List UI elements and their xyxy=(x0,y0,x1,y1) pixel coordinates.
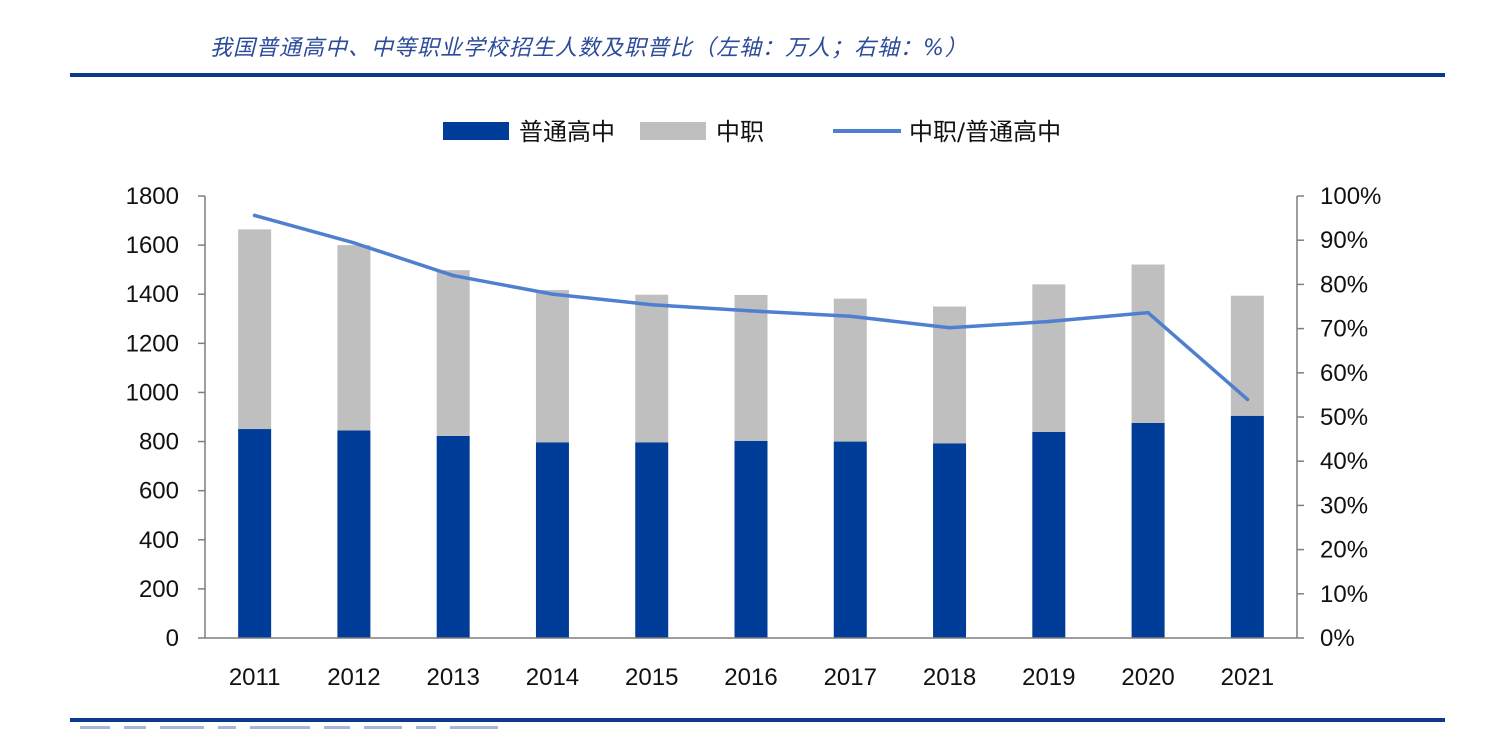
right-tick-label: 60% xyxy=(1320,360,1368,387)
x-tick-label: 2019 xyxy=(1022,664,1075,691)
bar-putong-gaozhong xyxy=(933,443,967,638)
bar-zhongzhi xyxy=(337,245,371,431)
bar-zhongzhi xyxy=(635,294,669,443)
x-tick-label: 2015 xyxy=(625,664,678,691)
bar-zhongzhi xyxy=(734,294,768,441)
x-tick-label: 2011 xyxy=(229,664,281,691)
x-tick-label: 2012 xyxy=(327,664,380,691)
left-tick-label: 400 xyxy=(139,527,179,554)
x-tick-label: 2014 xyxy=(526,664,579,691)
ratio-point xyxy=(848,314,853,319)
right-tick-label: 0% xyxy=(1320,625,1355,652)
bar-putong-gaozhong xyxy=(1131,422,1165,638)
legend-putong-gaozhong-swatch xyxy=(443,122,509,140)
ratio-line xyxy=(252,213,1250,402)
bar-putong-gaozhong xyxy=(1230,415,1264,638)
left-tick-label: 1600 xyxy=(126,232,179,259)
ratio-point xyxy=(352,241,356,245)
left-tick-label: 600 xyxy=(139,478,179,505)
bar-putong-gaozhong xyxy=(1032,431,1066,638)
bar-zhongzhi xyxy=(833,298,867,442)
bar-putong-gaozhong xyxy=(238,429,272,638)
left-tick-label: 1800 xyxy=(126,183,179,210)
ratio-point xyxy=(1047,319,1051,324)
ratio-point xyxy=(451,273,455,278)
right-tick-label: 70% xyxy=(1320,316,1368,343)
left-tick-label: 800 xyxy=(139,429,179,456)
ratio-point xyxy=(252,213,257,218)
right-tick-label: 10% xyxy=(1320,581,1368,608)
bars xyxy=(238,229,1264,638)
bar-putong-gaozhong xyxy=(734,440,768,638)
left-tick-label: 1000 xyxy=(126,379,179,406)
right-tick-label: 100% xyxy=(1320,183,1381,210)
ratio-point xyxy=(649,302,654,307)
ratio-point xyxy=(1146,310,1150,315)
cropped-footnote xyxy=(80,726,540,734)
right-tick-label: 20% xyxy=(1320,537,1368,564)
x-tick-label: 2016 xyxy=(724,664,777,691)
right-tick-label: 80% xyxy=(1320,271,1368,298)
x-axis: 2011 2012 2013 2014 2015 2016 2017 2018 2019 2020… xyxy=(205,637,1297,691)
ratio-point xyxy=(947,325,952,330)
bar-putong-gaozhong xyxy=(436,435,470,638)
left-axis: 0 200 400 600 800 1000 1200 1400 1600 1800 xyxy=(126,183,206,652)
x-tick-label: 2013 xyxy=(426,664,479,691)
right-axis: 0% 10% 20% 30% 40% 50% 60% 70% 80% 90% 100% xyxy=(1296,183,1381,652)
x-tick-label: 2021 xyxy=(1221,664,1274,691)
x-tick-label: 2017 xyxy=(824,664,877,691)
title-divider xyxy=(70,73,1445,77)
bar-putong-gaozhong xyxy=(635,442,669,638)
legend-zhongzhi-label: 中职 xyxy=(716,118,764,146)
bottom-divider xyxy=(70,718,1445,722)
ratio-point xyxy=(749,309,753,313)
left-tick-label: 0 xyxy=(166,625,179,652)
left-tick-label: 1400 xyxy=(126,281,179,308)
x-tick-label: 2018 xyxy=(923,664,976,691)
ratio-point xyxy=(550,292,555,296)
right-tick-label: 30% xyxy=(1320,492,1368,519)
chart-title: 我国普通高中、中等职业学校招生人数及职普比（左轴：万人；右轴：%） xyxy=(210,36,968,61)
legend-ratio-label: 中职/普通高中 xyxy=(909,118,1061,146)
bar-zhongzhi xyxy=(436,270,470,436)
right-tick-label: 50% xyxy=(1320,404,1368,431)
legend-putong-gaozhong-label: 普通高中 xyxy=(519,118,615,146)
bar-zhongzhi xyxy=(1032,284,1066,432)
right-tick-label: 90% xyxy=(1320,227,1368,254)
x-tick-label: 2020 xyxy=(1121,664,1174,691)
right-tick-label: 40% xyxy=(1320,448,1368,475)
legend: 普通高中 中职 中职/普通高中 xyxy=(443,118,1061,146)
bar-zhongzhi xyxy=(535,290,569,443)
bar-putong-gaozhong xyxy=(833,441,867,638)
legend-zhongzhi-swatch xyxy=(640,122,706,140)
bar-putong-gaozhong xyxy=(337,430,371,638)
bar-zhongzhi xyxy=(1131,264,1165,423)
bar-zhongzhi xyxy=(238,229,272,430)
bar-putong-gaozhong xyxy=(535,442,569,638)
left-tick-label: 1200 xyxy=(126,330,179,357)
bar-zhongzhi xyxy=(1230,295,1264,416)
ratio-point xyxy=(1245,397,1250,402)
left-tick-label: 200 xyxy=(139,576,179,603)
